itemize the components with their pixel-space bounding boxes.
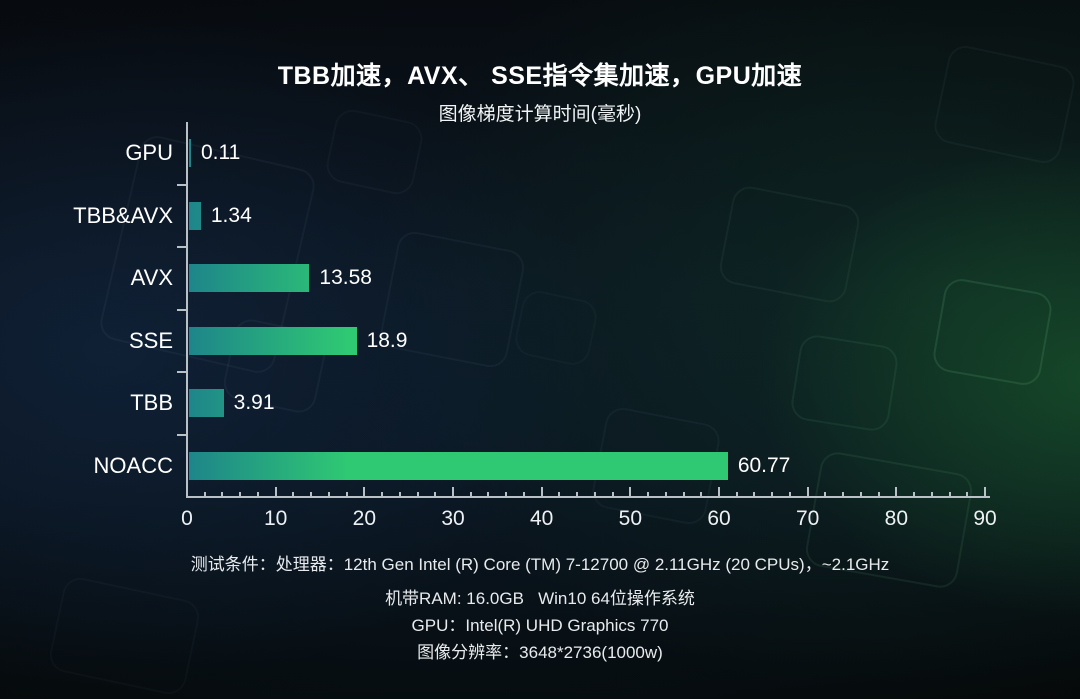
y-axis-tick — [177, 308, 186, 311]
y-axis-tick — [177, 371, 186, 373]
footer-line-ram-os: 机带RAM: 16.0GB Win10 64位操作系统 — [385, 589, 695, 608]
x-axis-tick — [416, 492, 419, 497]
x-axis-tick — [505, 492, 508, 497]
bar — [189, 451, 728, 480]
x-axis-tick — [345, 492, 348, 497]
y-axis — [186, 122, 188, 497]
x-axis-tick — [398, 492, 401, 497]
x-axis-tick — [753, 492, 756, 497]
x-axis-tick — [593, 492, 596, 497]
x-axis-tick — [274, 487, 277, 497]
bar — [189, 139, 191, 168]
bar-value-label: 3.91 — [233, 391, 275, 415]
x-axis-tick — [966, 492, 969, 497]
x-axis-tick — [186, 487, 188, 497]
x-axis-tick — [434, 492, 437, 497]
x-axis-tick — [984, 487, 986, 497]
category-label: GPU — [125, 140, 173, 166]
x-axis-tick — [806, 487, 809, 497]
bar-value-label: 60.77 — [737, 453, 791, 477]
x-axis-tick — [203, 492, 206, 497]
x-axis-tick-label: 50 — [618, 507, 642, 530]
chart-subtitle: 图像梯度计算时间(毫秒) — [438, 104, 642, 125]
category-label: SSE — [128, 327, 173, 353]
bar-value-label: 18.9 — [366, 328, 408, 352]
x-axis-tick — [292, 492, 295, 497]
bar-value-label: 1.34 — [210, 203, 252, 227]
bar — [189, 326, 357, 355]
x-axis-tick — [381, 492, 384, 497]
x-axis-tick — [718, 487, 720, 497]
y-axis-tick — [177, 433, 186, 436]
x-axis-tick-label: 0 — [181, 507, 193, 530]
x-axis-tick — [771, 492, 774, 497]
x-axis-tick — [576, 492, 579, 497]
category-label: NOACC — [93, 452, 173, 478]
x-axis-tick — [239, 492, 242, 497]
x-axis-tick-label: 90 — [973, 507, 997, 530]
footer-line-resolution: 图像分辨率：3648*2736(1000w) — [417, 643, 663, 662]
x-axis-tick — [327, 492, 330, 497]
footer-line-gpu: GPU：Intel(R) UHD Graphics 770 — [411, 616, 669, 635]
x-axis-tick-label: 70 — [795, 507, 820, 530]
x-axis-tick — [895, 487, 898, 497]
category-label: AVX — [130, 265, 173, 291]
x-axis-tick — [487, 492, 490, 497]
x-axis-tick — [735, 492, 738, 497]
category-label: TBB&AVX — [73, 202, 173, 228]
footer-line-cpu: 测试条件：处理器：12th Gen Intel (R) Core (TM) 7-… — [190, 555, 890, 574]
x-axis-tick — [522, 492, 525, 497]
x-axis-tick — [682, 492, 685, 497]
x-axis-tick — [877, 492, 880, 497]
x-axis-tick — [948, 492, 951, 497]
x-axis-tick — [256, 492, 259, 497]
x-axis — [186, 496, 990, 498]
x-axis-tick — [221, 492, 224, 497]
bar — [189, 389, 224, 418]
x-axis-tick-label: 20 — [352, 507, 376, 530]
test-conditions: 测试条件：处理器：12th Gen Intel (R) Core (TM) 7-… — [0, 551, 1080, 666]
bar — [189, 264, 310, 293]
x-axis-tick-label: 40 — [529, 507, 554, 530]
x-axis-tick — [629, 487, 632, 497]
x-axis-tick — [558, 492, 561, 497]
x-axis-tick — [540, 487, 543, 497]
x-axis-tick-label: 80 — [884, 507, 908, 530]
bar-value-label: 0.11 — [201, 141, 241, 165]
x-axis-tick — [611, 492, 614, 497]
x-axis-tick — [363, 487, 366, 497]
x-axis-tick — [842, 492, 845, 497]
bar-value-label: 13.58 — [319, 266, 372, 290]
y-axis-tick — [177, 183, 186, 186]
x-axis-tick — [664, 492, 667, 497]
x-axis-tick — [788, 492, 791, 497]
x-axis-tick-label: 30 — [441, 507, 465, 530]
chart-title: TBB加速，AVX、 SSE指令集加速，GPU加速 — [277, 62, 803, 90]
x-axis-tick — [310, 492, 313, 497]
y-axis-tick — [177, 246, 186, 248]
x-axis-tick — [700, 492, 703, 497]
x-axis-tick — [930, 492, 933, 497]
x-axis-tick — [824, 492, 827, 497]
x-axis-tick-label: 10 — [263, 507, 288, 530]
x-axis-tick — [469, 492, 472, 497]
x-axis-tick — [859, 492, 862, 497]
category-label: TBB — [130, 390, 173, 416]
x-axis-tick-label: 60 — [707, 507, 731, 530]
x-axis-tick — [913, 492, 916, 497]
x-axis-tick — [452, 487, 454, 497]
bar — [189, 201, 201, 230]
x-axis-tick — [647, 492, 650, 497]
